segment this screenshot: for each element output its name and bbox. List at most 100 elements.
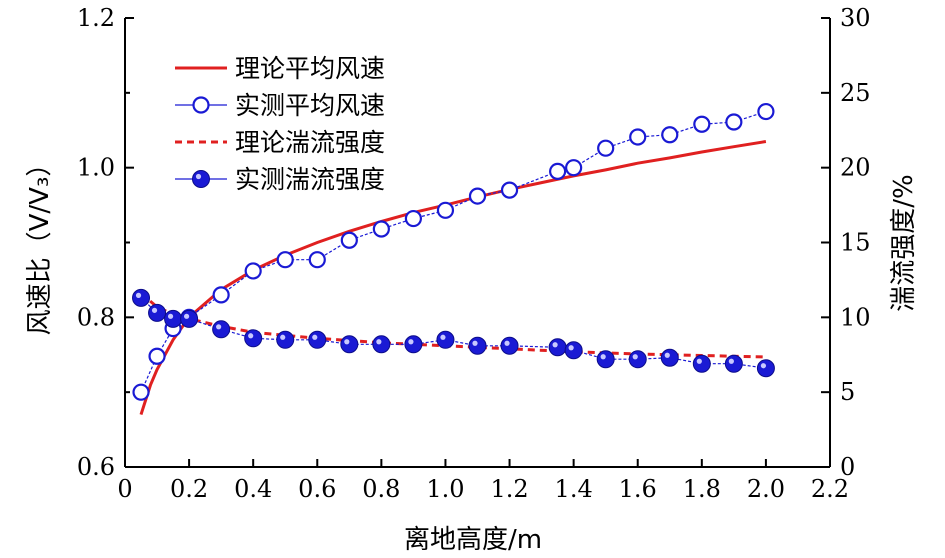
data-point-open — [372, 220, 390, 238]
x-tick-label: 2.0 — [747, 475, 785, 503]
series-line-2 — [140, 292, 766, 359]
y-right-tick-label: 15 — [840, 229, 871, 257]
data-point-highlight — [472, 340, 478, 346]
data-point-open — [468, 187, 487, 205]
data-point-highlight — [344, 339, 350, 345]
data-point-highlight — [312, 334, 318, 340]
data-point-highlight — [552, 342, 558, 348]
legend-swatch-marker — [192, 96, 210, 114]
data-point-open — [340, 231, 358, 249]
legend-label: 实测平均风速 — [235, 91, 385, 120]
legend-item: 理论湍流强度 — [175, 128, 385, 157]
x-tick-label: 1.2 — [490, 475, 528, 503]
data-point-open — [404, 209, 423, 228]
legend-label: 理论湍流强度 — [235, 128, 385, 157]
data-point-filled — [212, 320, 231, 339]
x-axis-title: 离地高度/m — [404, 525, 542, 555]
y-right-tick-label: 30 — [840, 4, 871, 32]
data-point-filled — [372, 335, 391, 354]
data-point-open — [757, 102, 775, 121]
x-tick-label: 0.4 — [234, 475, 272, 503]
y-left-tick-label: 0.8 — [77, 303, 115, 331]
data-point-open — [308, 251, 326, 269]
legend-item: 实测湍流强度 — [175, 165, 385, 194]
data-point-filled — [436, 330, 455, 349]
series-line-3 — [140, 297, 766, 369]
data-point-open — [629, 128, 647, 146]
y-axis-left-title: 风速比（V/V₃） — [25, 151, 55, 336]
y-axis-right-title: 湍流强度/% — [889, 174, 919, 311]
data-point-filled — [276, 330, 295, 349]
data-point-open — [549, 162, 567, 181]
data-point-open — [500, 181, 519, 199]
data-point-filled — [340, 335, 359, 354]
data-point-highlight — [440, 334, 446, 340]
x-tick-label: 0.6 — [298, 475, 336, 503]
data-point-filled — [692, 354, 711, 373]
legend-label: 实测湍流强度 — [235, 165, 385, 194]
data-point-filled — [132, 288, 151, 307]
x-tick-label: 1.4 — [555, 475, 593, 503]
data-point-filled — [468, 336, 487, 355]
x-tick-label: 2.2 — [811, 475, 849, 503]
series-line-1 — [140, 110, 767, 393]
y-right-tick-label: 25 — [840, 79, 871, 107]
data-point-filled — [148, 303, 167, 322]
data-point-highlight — [568, 345, 574, 351]
x-tick-label: 1.8 — [683, 475, 721, 503]
data-point-open — [565, 159, 583, 177]
x-tick-label: 0.8 — [362, 475, 400, 503]
data-point-highlight — [408, 339, 414, 345]
axes-group: 0 0.2 0.4 0.6 0.8 1.0 1.2 1.4 1.6 1.8 2.0 2.2 0.6 0.8… — [77, 4, 871, 503]
data-point-filled — [564, 341, 583, 360]
data-point-filled — [244, 329, 263, 348]
data-point-filled — [596, 350, 615, 369]
y-right-tick-label: 5 — [840, 378, 855, 406]
data-point-filled — [628, 350, 647, 369]
data-point-open — [244, 262, 262, 280]
data-point-highlight — [504, 340, 510, 346]
data-point-open — [212, 286, 230, 304]
data-point-open — [276, 251, 294, 269]
data-point-highlight — [151, 307, 158, 313]
y-right-tick-label: 20 — [840, 154, 871, 182]
data-point-filled — [180, 309, 199, 328]
data-point-filled — [308, 330, 327, 349]
y-left-tick-label: 1.2 — [77, 4, 115, 32]
data-point-open — [693, 115, 711, 133]
data-point-filled — [548, 338, 567, 357]
data-point-open — [132, 383, 150, 401]
data-point-highlight — [664, 352, 670, 358]
y-right-tick-label: 10 — [840, 303, 871, 331]
legend-item: 实测平均风速 — [175, 91, 385, 120]
y-left-tick-label: 0.6 — [77, 453, 115, 481]
data-point-highlight — [216, 324, 222, 330]
plot-area — [132, 102, 775, 416]
x-tick-label: 0 — [117, 475, 132, 503]
data-point-open — [148, 347, 166, 365]
legend-swatch-highlight — [195, 173, 202, 180]
data-point-open — [661, 126, 679, 144]
data-point-open — [725, 113, 743, 131]
data-point-highlight — [167, 313, 174, 319]
data-point-highlight — [600, 354, 606, 360]
data-point-highlight — [696, 358, 702, 364]
y-right-tick-label: 0 — [840, 453, 855, 481]
data-point-highlight — [280, 334, 286, 340]
x-tick-label: 0.2 — [170, 475, 208, 503]
data-point-filled — [500, 336, 519, 355]
data-point-highlight — [760, 363, 767, 369]
x-tick-label: 1.0 — [426, 475, 464, 503]
data-point-filled — [660, 348, 679, 367]
legend-label: 理论平均风速 — [235, 54, 385, 83]
data-point-highlight — [135, 292, 142, 298]
data-point-highlight — [376, 339, 382, 345]
data-point-open — [436, 201, 455, 219]
data-point-filled — [724, 354, 743, 373]
data-point-filled — [164, 309, 183, 328]
x-tick-label: 1.6 — [619, 475, 657, 503]
data-point-filled — [756, 359, 775, 378]
